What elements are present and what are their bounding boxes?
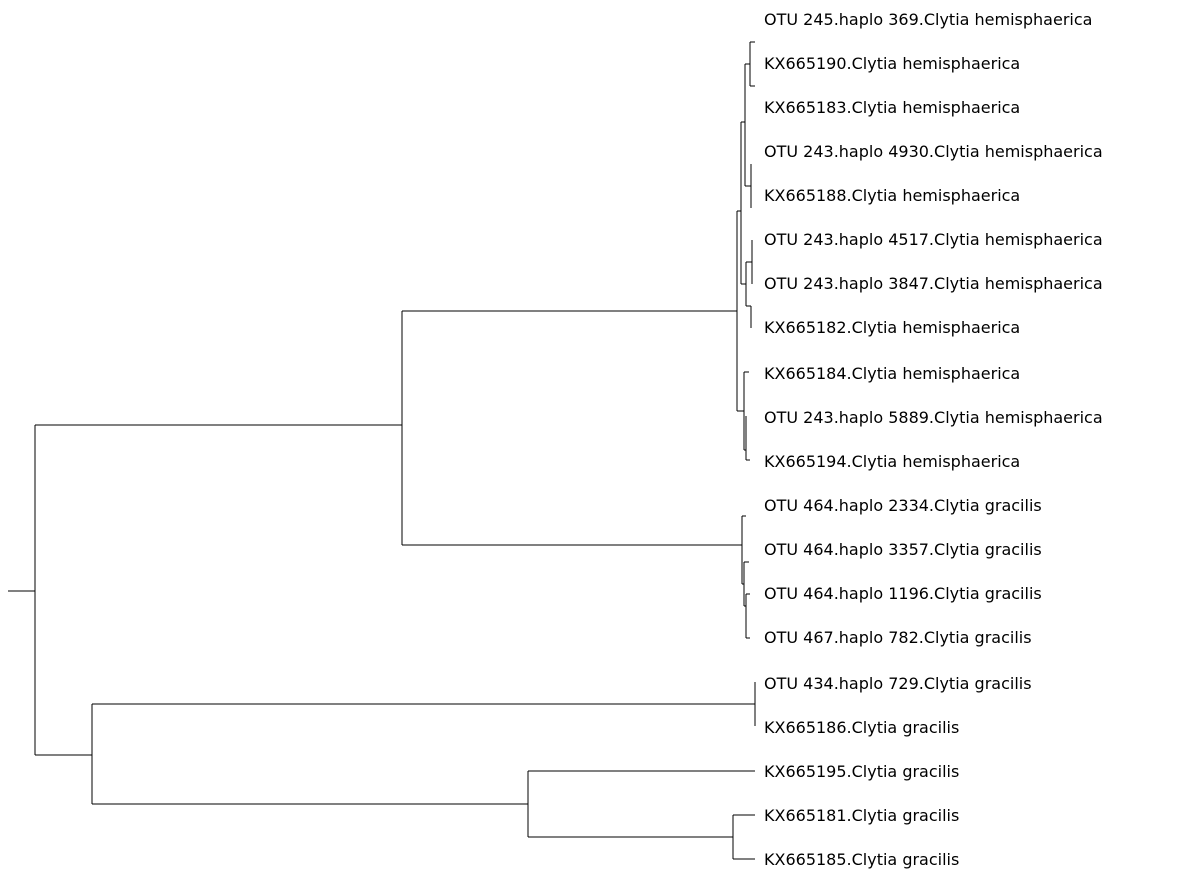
leaf-label: OTU 243.haplo 4930.Clytia hemisphaerica xyxy=(764,142,1103,161)
leaf-labels: OTU 245.haplo 369.Clytia hemisphaerica K… xyxy=(764,10,1103,869)
leaf-label: KX665182.Clytia hemisphaerica xyxy=(764,318,1020,337)
leaf-label: KX665190.Clytia hemisphaerica xyxy=(764,54,1020,73)
leaf-label: OTU 464.haplo 1196.Clytia gracilis xyxy=(764,584,1042,603)
leaf-label: KX665188.Clytia hemisphaerica xyxy=(764,186,1020,205)
leaf-label: OTU 245.haplo 369.Clytia hemisphaerica xyxy=(764,10,1092,29)
leaf-label: OTU 243.haplo 3847.Clytia hemisphaerica xyxy=(764,274,1103,293)
leaf-label: OTU 464.haplo 2334.Clytia gracilis xyxy=(764,496,1042,515)
leaf-label: OTU 243.haplo 4517.Clytia hemisphaerica xyxy=(764,230,1103,249)
tree-branches xyxy=(8,41,756,860)
leaf-label: KX665183.Clytia hemisphaerica xyxy=(764,98,1020,117)
leaf-label: OTU 434.haplo 729.Clytia gracilis xyxy=(764,674,1032,693)
leaf-label: KX665181.Clytia gracilis xyxy=(764,806,959,825)
leaf-label: KX665186.Clytia gracilis xyxy=(764,718,959,737)
leaf-label: KX665195.Clytia gracilis xyxy=(764,762,959,781)
leaf-label: OTU 467.haplo 782.Clytia gracilis xyxy=(764,628,1032,647)
leaf-label: OTU 243.haplo 5889.Clytia hemisphaerica xyxy=(764,408,1103,427)
leaf-label: KX665194.Clytia hemisphaerica xyxy=(764,452,1020,471)
leaf-label: KX665184.Clytia hemisphaerica xyxy=(764,364,1020,383)
leaf-label: KX665185.Clytia gracilis xyxy=(764,850,959,869)
leaf-label: OTU 464.haplo 3357.Clytia gracilis xyxy=(764,540,1042,559)
